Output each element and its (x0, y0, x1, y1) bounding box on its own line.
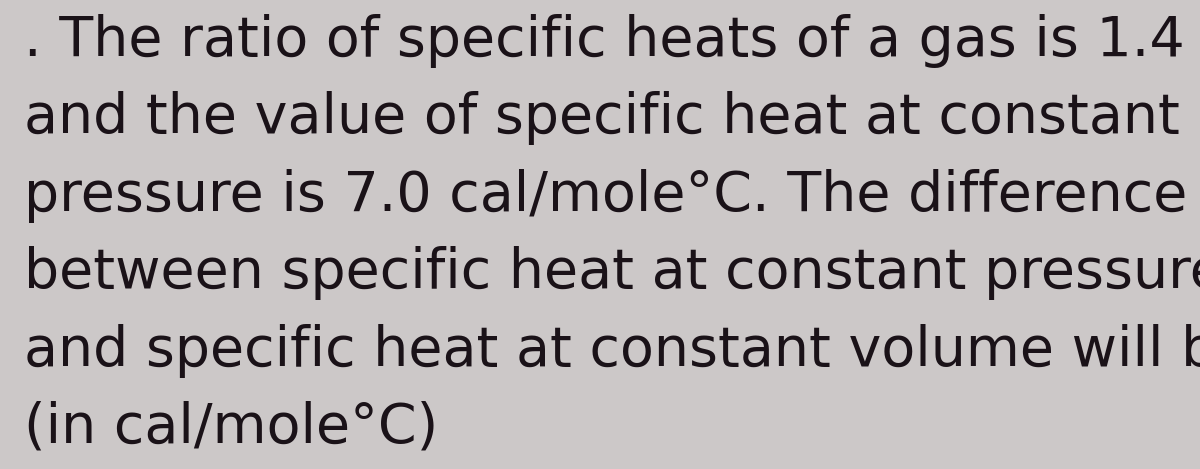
Text: (in cal/mole°C): (in cal/mole°C) (24, 401, 438, 455)
Text: pressure is 7.0 cal/mole°C. The difference: pressure is 7.0 cal/mole°C. The differen… (24, 169, 1187, 223)
Text: and the value of specific heat at constant: and the value of specific heat at consta… (24, 91, 1180, 145)
Text: . The ratio of specific heats of a gas is 1.4: . The ratio of specific heats of a gas i… (24, 14, 1184, 68)
Text: between specific heat at constant pressure: between specific heat at constant pressu… (24, 246, 1200, 300)
Text: and specific heat at constant volume will be: and specific heat at constant volume wil… (24, 324, 1200, 378)
